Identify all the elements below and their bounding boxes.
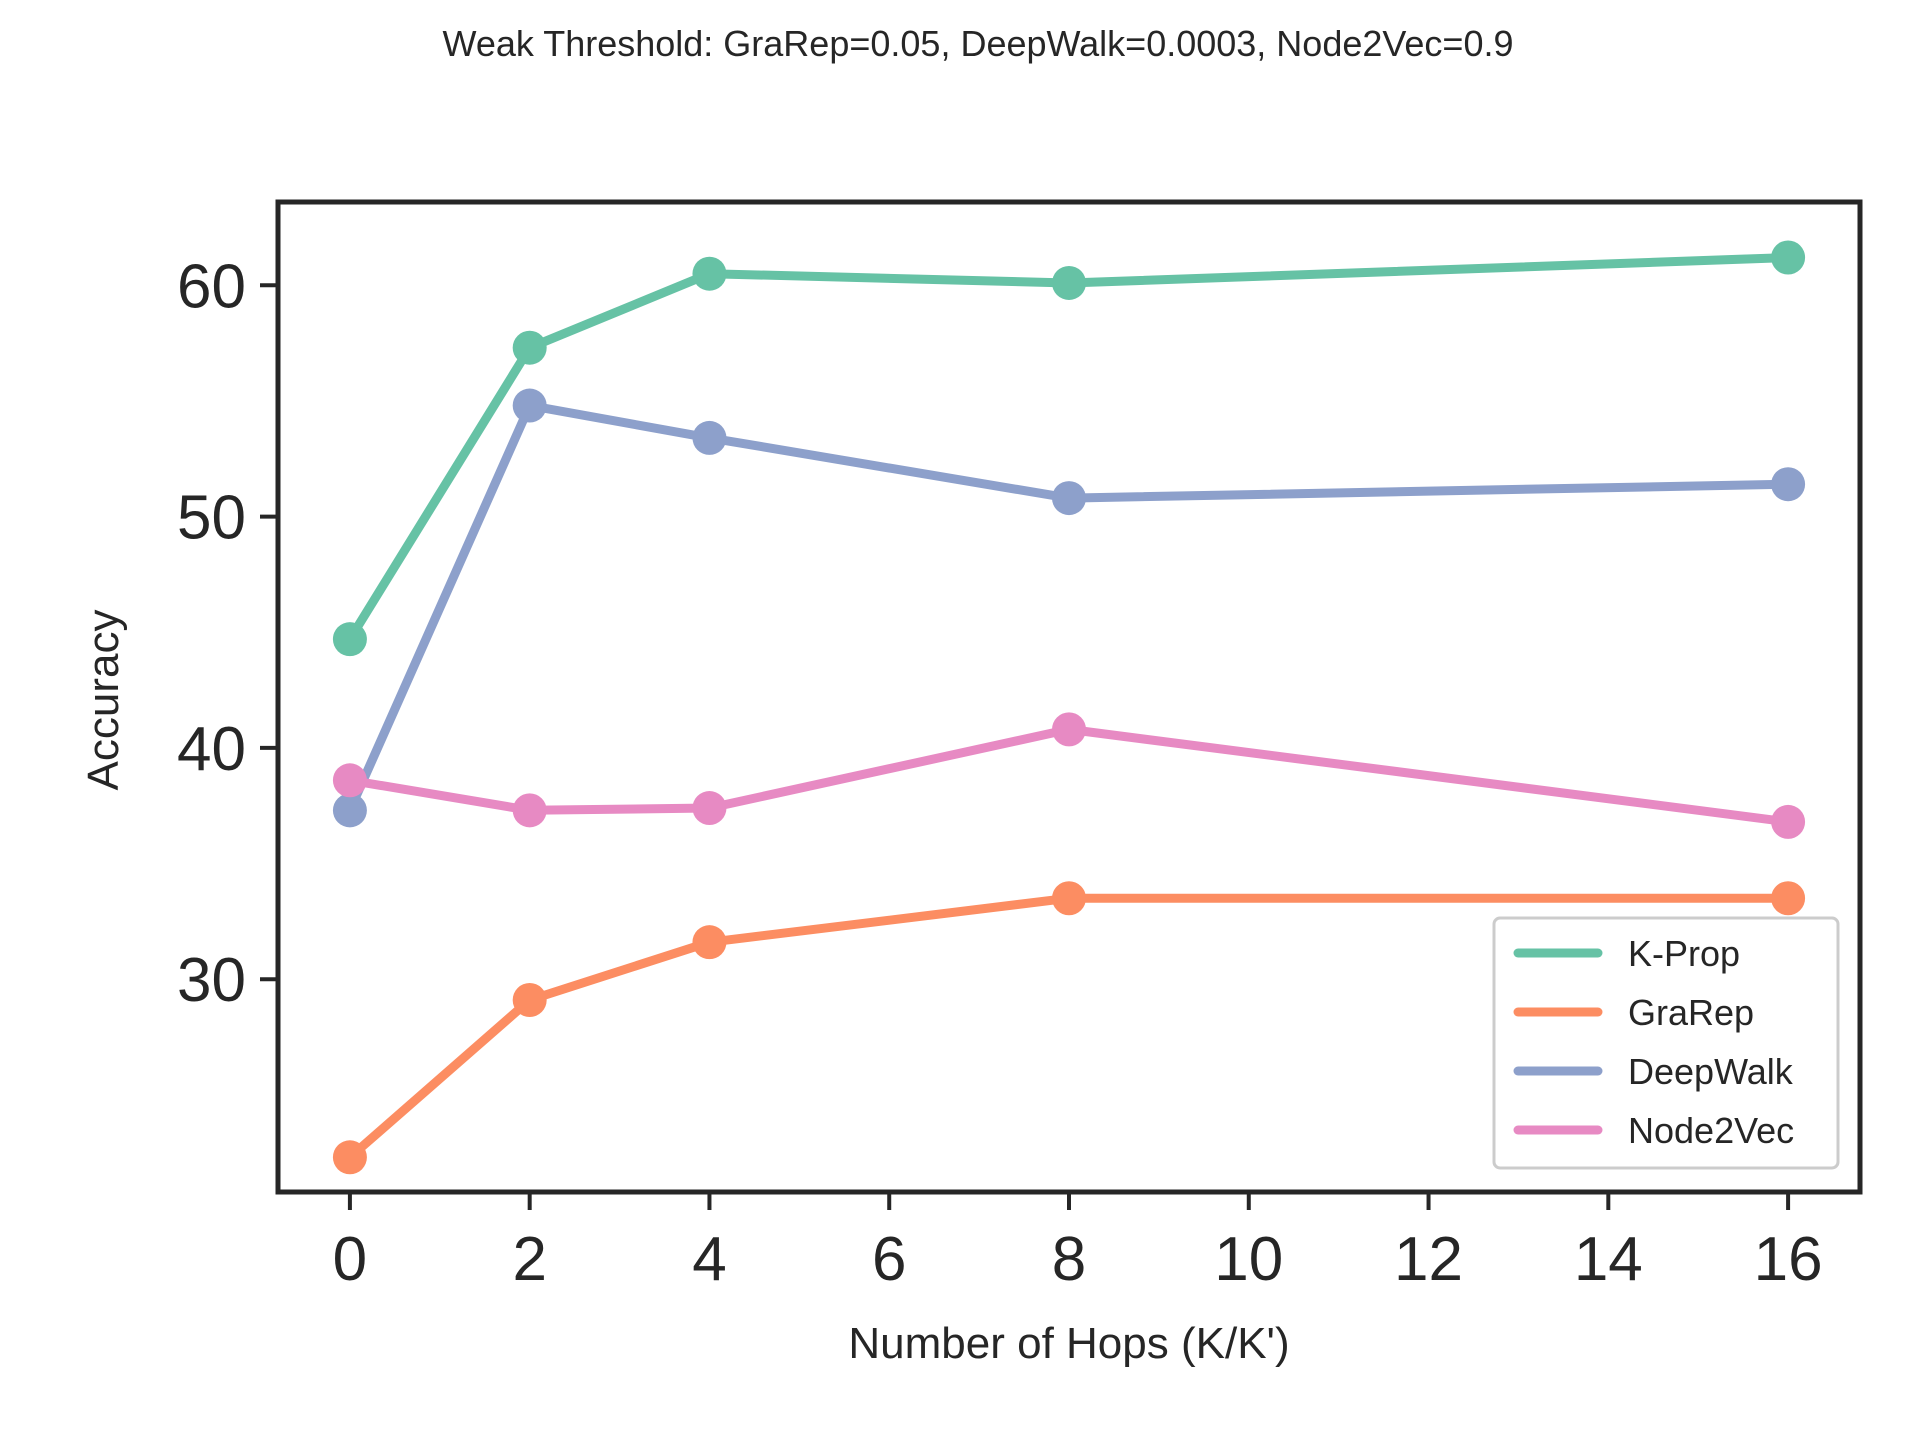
data-point-deepwalk: [1771, 467, 1806, 502]
x-axis-label: Number of Hops (K/K'): [848, 1319, 1289, 1368]
y-tick-label: 30: [177, 946, 246, 1015]
legend: K-Prop GraRep DeepWalk Node2Vec: [1492, 916, 1840, 1170]
data-point-k-prop: [512, 330, 547, 365]
x-axis: 0 2 4 6 8 10 12 14 16: [333, 1192, 1823, 1294]
data-point-node2vec: [1052, 712, 1086, 747]
data-point-k-prop: [1771, 240, 1806, 275]
data-point-deepwalk: [512, 388, 547, 423]
data-point-k-prop: [692, 256, 727, 291]
x-tick-label: 16: [1754, 1225, 1823, 1294]
x-tick-label: 12: [1394, 1225, 1463, 1294]
data-point-deepwalk: [1052, 481, 1086, 516]
data-point-grarep: [1052, 881, 1086, 916]
plot-area: [332, 240, 1806, 1175]
data-point-k-prop: [332, 622, 367, 657]
legend-label-deepwalk: DeepWalk: [1628, 1051, 1794, 1092]
y-tick-label: 60: [177, 252, 246, 321]
legend-label-grarep: GraRep: [1628, 992, 1754, 1033]
chart-title: Weak Threshold: GraRep=0.05, DeepWalk=0.…: [442, 23, 1513, 64]
x-tick-label: 0: [333, 1225, 367, 1294]
legend-label-node2vec: Node2Vec: [1628, 1110, 1794, 1151]
x-tick-label: 10: [1214, 1225, 1283, 1294]
legend-box: [1492, 916, 1840, 1170]
data-point-node2vec: [332, 763, 367, 798]
data-point-deepwalk: [692, 420, 727, 455]
data-point-node2vec: [512, 793, 547, 828]
x-tick-label: 6: [872, 1225, 906, 1294]
x-tick-label: 4: [692, 1225, 726, 1294]
data-point-grarep: [692, 925, 727, 960]
data-point-k-prop: [1052, 265, 1086, 300]
data-point-grarep: [1771, 881, 1806, 916]
y-tick-label: 50: [177, 484, 246, 553]
y-axis: 30 40 50 60: [177, 252, 278, 1015]
data-point-node2vec: [692, 791, 727, 826]
y-axis-label: Accuracy: [79, 610, 128, 791]
y-tick-label: 40: [177, 715, 246, 784]
legend-label-k-prop: K-Prop: [1628, 933, 1740, 974]
series-line-k-prop: [345, 253, 1793, 644]
data-point-deepwalk: [332, 793, 367, 828]
x-tick-label: 8: [1052, 1225, 1086, 1294]
x-tick-label: 14: [1574, 1225, 1643, 1294]
data-point-node2vec: [1771, 804, 1806, 839]
data-point-grarep: [332, 1140, 367, 1175]
series-line-deepwalk: [345, 401, 1793, 815]
data-point-grarep: [512, 983, 547, 1018]
x-tick-label: 2: [512, 1225, 546, 1294]
